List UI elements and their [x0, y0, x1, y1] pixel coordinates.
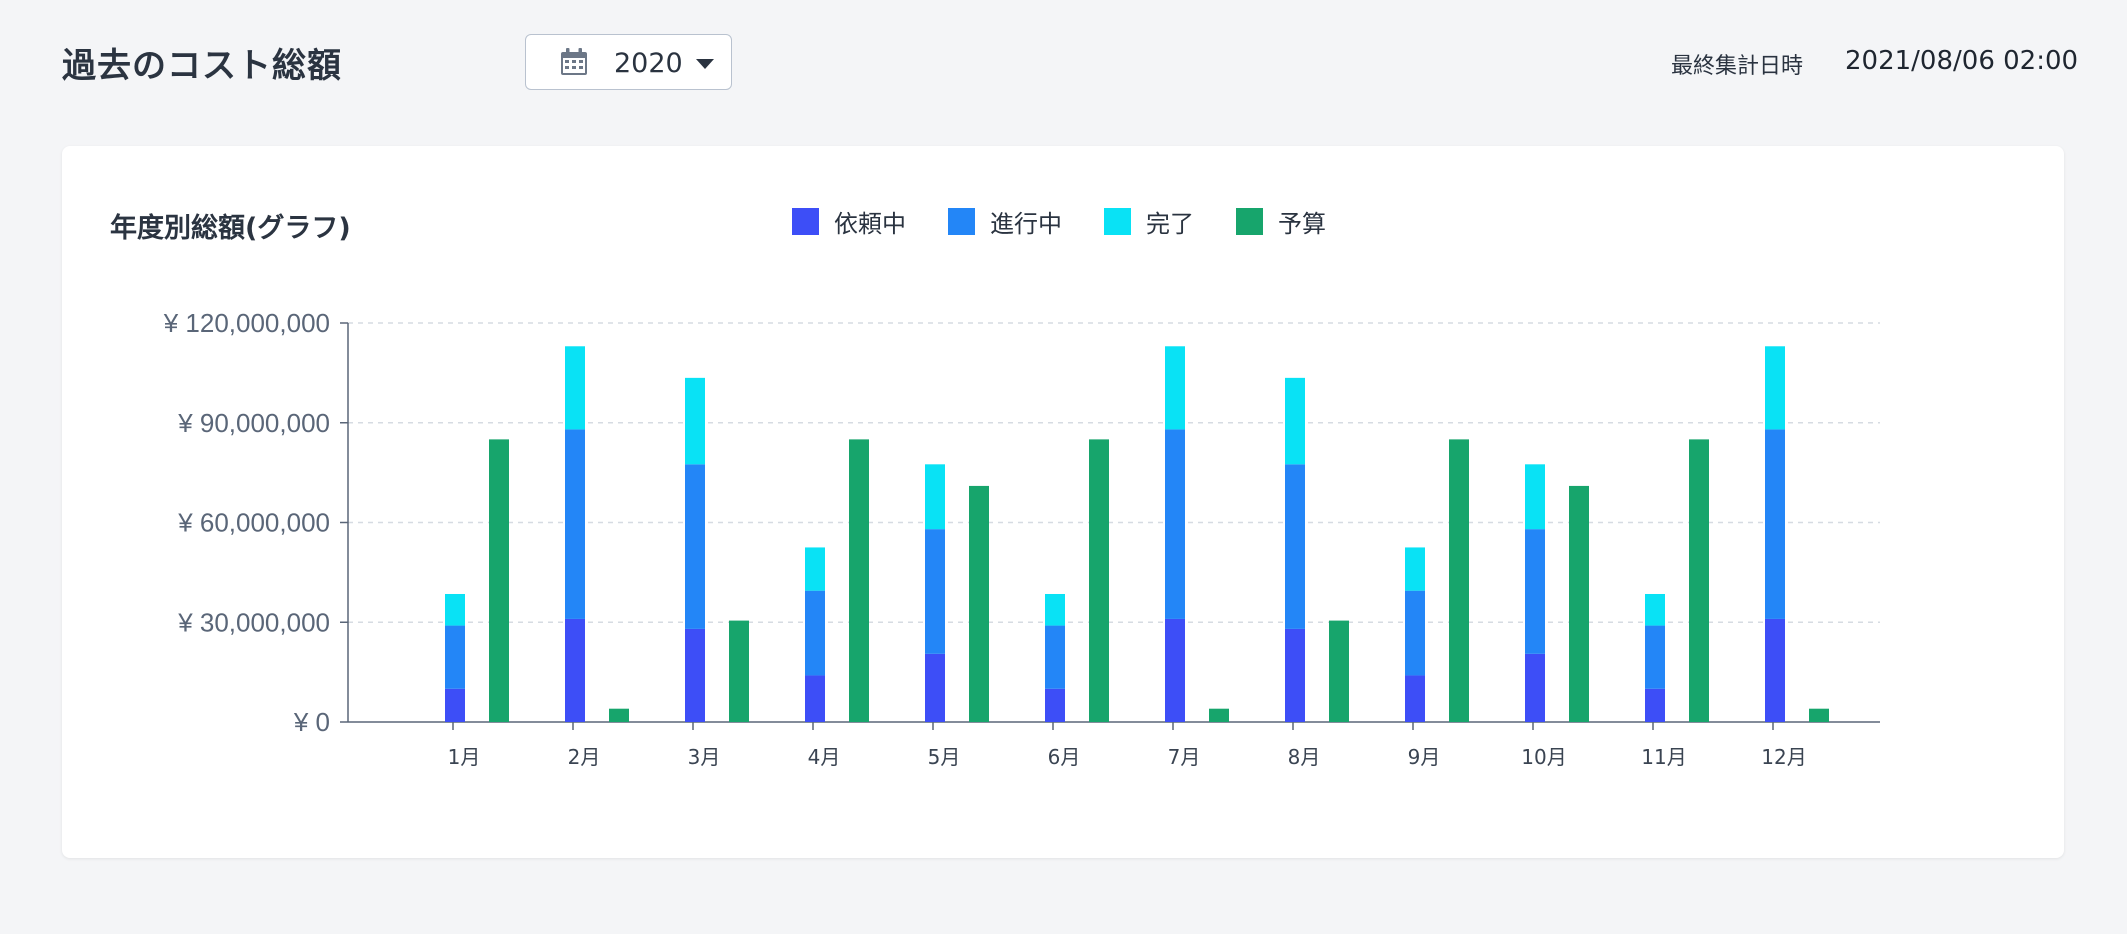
bar-in-progress: [1765, 429, 1785, 619]
bar-requested: [445, 688, 465, 722]
y-tick-label: ¥ 90,000,000: [177, 408, 330, 438]
bar-budget: [1569, 485, 1589, 722]
bar-in-progress: [925, 529, 945, 654]
x-tick-label: 9月: [1408, 745, 1441, 769]
bar-budget: [489, 439, 509, 722]
bar-completed: [1405, 547, 1425, 591]
year-value: 2020: [614, 48, 683, 79]
bar-requested: [1645, 688, 1665, 722]
bar-budget: [969, 485, 989, 722]
last-aggregated-value: 2021/08/06 02:00: [1845, 46, 2079, 76]
y-tick-label: ¥ 60,000,000: [177, 508, 330, 538]
y-tick-label: ¥ 0: [293, 707, 330, 737]
chevron-down-icon: [696, 59, 714, 69]
bar-in-progress: [1045, 625, 1065, 689]
bar-requested: [1165, 618, 1185, 722]
bar-budget: [1689, 439, 1709, 722]
bar-requested: [1765, 618, 1785, 722]
x-tick-label: 10月: [1521, 745, 1566, 769]
chart-card: ¥ 0 ¥ 30,000,000 ¥ 60,000,000 ¥ 90,000,000 ¥…: [62, 146, 2064, 858]
bar-completed: [1645, 593, 1665, 626]
bar-requested: [1285, 628, 1305, 722]
bar-completed: [1525, 464, 1545, 530]
cost-chart: ¥ 0 ¥ 30,000,000 ¥ 60,000,000 ¥ 90,000,000 ¥…: [163, 308, 1880, 769]
bar-completed: [565, 346, 585, 430]
legend-label-in-progress: 進行中: [990, 210, 1062, 238]
x-tick-label: 5月: [928, 745, 961, 769]
bar-completed: [925, 464, 945, 530]
year-selector[interactable]: 2020: [525, 34, 732, 90]
bar-in-progress: [1285, 464, 1305, 629]
bar-completed: [445, 593, 465, 626]
x-tick-label: 4月: [808, 745, 841, 769]
bar-completed: [685, 377, 705, 465]
bar-in-progress: [565, 429, 585, 619]
x-tick-label: 8月: [1288, 745, 1321, 769]
bar-requested: [685, 628, 705, 722]
legend-swatch-in-progress: [948, 208, 975, 235]
bar-requested: [1045, 688, 1065, 722]
calendar-icon: [561, 48, 587, 75]
legend-item-in-progress[interactable]: 進行中: [948, 204, 1062, 239]
bar-budget: [849, 439, 869, 722]
chart-title: 年度別総額(グラフ): [110, 213, 351, 244]
legend-item-budget[interactable]: 予算: [1236, 204, 1326, 239]
legend-swatch-budget: [1236, 208, 1263, 235]
legend-item-completed[interactable]: 完了: [1104, 204, 1194, 239]
bar-budget: [1089, 439, 1109, 722]
bar-in-progress: [1645, 625, 1665, 689]
x-tick-label: 2月: [568, 745, 601, 769]
bar-in-progress: [1405, 590, 1425, 676]
bar-in-progress: [685, 464, 705, 629]
x-tick-label: 11月: [1641, 745, 1686, 769]
legend-label-completed: 完了: [1146, 210, 1194, 238]
y-tick-label: ¥ 120,000,000: [163, 308, 330, 338]
bar-requested: [805, 675, 825, 722]
bar-completed: [1165, 346, 1185, 430]
legend-swatch-completed: [1104, 208, 1131, 235]
bar-completed: [805, 547, 825, 591]
x-tick-label: 1月: [448, 745, 481, 769]
chart-legend: 依頼中 進行中 完了 予算: [792, 204, 1368, 239]
bar-budget: [1449, 439, 1469, 722]
bar-budget: [1809, 708, 1829, 722]
page-header: 過去のコスト総額 2020 最終集計日時 2021/08/06 02:00: [0, 0, 2127, 130]
bar-budget: [1209, 708, 1229, 722]
bar-completed: [1285, 377, 1305, 465]
bar-budget: [1329, 620, 1349, 722]
x-tick-label: 3月: [688, 745, 721, 769]
bar-requested: [1525, 653, 1545, 722]
legend-label-budget: 予算: [1278, 210, 1326, 238]
bar-requested: [925, 653, 945, 722]
bar-in-progress: [445, 625, 465, 689]
page-title: 過去のコスト総額: [62, 46, 342, 86]
legend-item-requested[interactable]: 依頼中: [792, 204, 906, 239]
bar-in-progress: [805, 590, 825, 676]
bar-requested: [565, 618, 585, 722]
bar-budget: [729, 620, 749, 722]
bar-in-progress: [1165, 429, 1185, 619]
legend-swatch-requested: [792, 208, 819, 235]
x-tick-label: 6月: [1048, 745, 1081, 769]
bar-in-progress: [1525, 529, 1545, 654]
bar-completed: [1045, 593, 1065, 626]
x-tick-label: 7月: [1168, 745, 1201, 769]
last-aggregated-label: 最終集計日時: [1671, 54, 1804, 79]
bar-completed: [1765, 346, 1785, 430]
bar-requested: [1405, 675, 1425, 722]
y-tick-label: ¥ 30,000,000: [177, 607, 330, 637]
x-tick-label: 12月: [1761, 745, 1806, 769]
bar-budget: [609, 708, 629, 722]
legend-label-requested: 依頼中: [834, 210, 906, 238]
